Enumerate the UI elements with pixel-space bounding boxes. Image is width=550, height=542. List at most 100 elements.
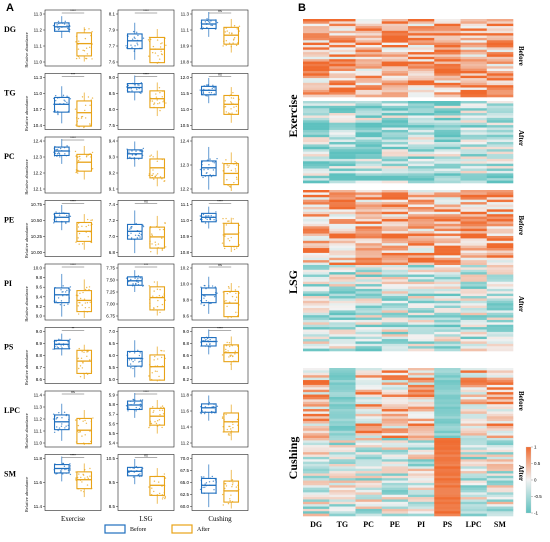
heatmap-cell [460,175,488,179]
jitter-point [59,303,62,306]
tick-label: 67.5 [180,468,189,473]
jitter-point [61,221,63,223]
heatmap-cell [355,303,383,306]
jitter-point [84,469,86,471]
heatmap-cell [355,33,383,36]
heatmap-cell [355,245,383,249]
heatmap-cell [303,348,330,352]
jitter-point [235,44,238,47]
jitter-point [211,412,213,414]
jitter-point [55,473,57,475]
jitter-point [81,96,84,98]
jitter-point [91,97,94,99]
jitter-point [222,234,224,236]
heatmap-cell [355,288,383,292]
jitter-point [139,277,142,279]
heatmap-cell [434,394,461,398]
heatmap-cell [434,501,461,505]
heatmap-cell [329,78,356,81]
tick-label: 10.0 [180,282,189,287]
heatmap-cell [355,482,383,486]
heatmap-cell [460,151,488,155]
heatmap-cell [408,494,435,498]
jitter-point [81,351,83,353]
heatmap-cell [408,219,435,222]
heatmap-cell [460,336,488,340]
jitter-point [83,310,85,312]
heatmap-cell [486,245,514,249]
jitter-point [91,31,93,33]
heatmap-cell [355,180,383,184]
heatmap-column-ps: PS [443,520,453,529]
heatmap-cell [460,221,488,225]
group-label-exercise: Exercise [286,94,300,138]
heatmap-cell [434,211,461,215]
heatmap-cell [329,396,356,400]
jitter-point [128,471,130,474]
jitter-point [199,411,202,414]
jitter-point [127,402,129,405]
tick-label: 9.4 [109,139,116,144]
jitter-point [62,343,65,345]
heatmap-cell [381,117,409,121]
heatmap-cell [460,262,488,266]
heatmap-cell [303,327,330,330]
jitter-point [141,405,143,407]
jitter-point [88,359,91,361]
jitter-point [140,469,142,471]
heatmap-cell [381,492,409,496]
heatmap-cell [381,485,409,488]
heatmap-cell [355,423,383,427]
jitter-point [213,412,216,414]
jitter-point [92,417,94,419]
heatmap-cell [381,175,409,179]
heatmap-cell [408,433,435,436]
jitter-point [65,472,67,474]
heatmap-cell [303,334,330,337]
heatmap-cell [329,40,356,43]
heatmap-cell [329,348,356,352]
heatmap-cell [486,423,514,427]
heatmap-cell [355,120,383,124]
heatmap-cell [303,473,330,477]
heatmap-cell [408,248,435,251]
jitter-point [207,403,210,406]
heatmap-cell [355,308,383,311]
jitter-point [56,155,58,157]
jitter-point [68,297,71,299]
plot-frame [191,263,249,321]
jitter-point [224,106,227,108]
heatmap-cell [381,146,409,150]
heatmap-cell [381,89,409,93]
heatmap-cell [486,129,514,133]
heatmap-cell [355,279,383,283]
heatmap-cell [303,238,330,242]
heatmap-cell [460,490,488,493]
heatmap-cell [381,80,409,84]
jitter-point [65,155,68,157]
jitter-point [225,344,228,347]
tick-label: 7.9 [109,28,116,33]
jitter-point [228,342,231,344]
heatmap-cell [434,219,461,222]
jitter-point [130,367,132,369]
heatmap-cell [329,303,356,306]
jitter-point [60,22,62,24]
legend-after-label: After [197,526,210,533]
tick-label: 9.6 [36,285,43,290]
heatmap-cell [381,456,409,460]
heatmap-cell [303,475,330,479]
jitter-point [209,21,211,24]
heatmap-cell [486,389,514,393]
tick-label: 9.5 [109,480,116,485]
heatmap-cell [460,293,488,297]
jitter-point [226,164,228,166]
tick-label: 10.7 [33,107,42,112]
jitter-point [76,172,79,174]
jitter-point [127,473,129,476]
tick-label: 9.2 [109,171,116,176]
heatmap-cell [434,308,461,311]
jitter-point [75,41,77,43]
jitter-point [75,155,77,157]
